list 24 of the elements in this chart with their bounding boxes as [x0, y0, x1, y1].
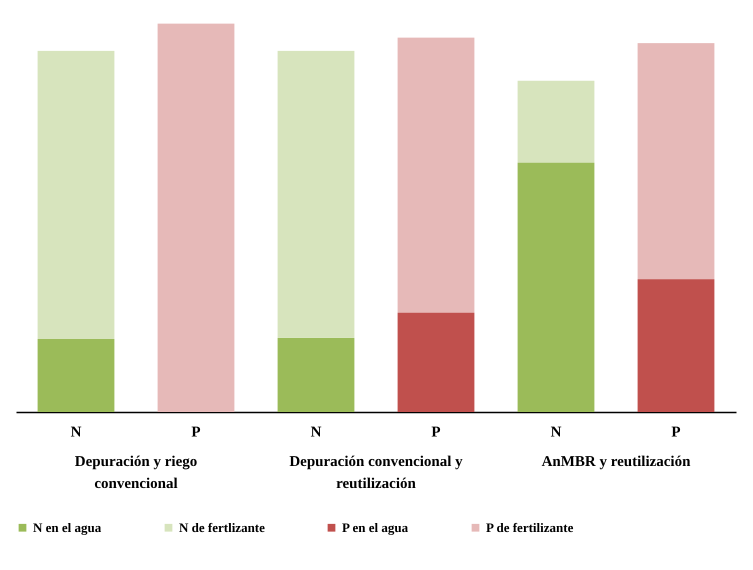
text: AnMBR y reutilización — [542, 454, 692, 470]
x-tick-label: N — [70, 424, 82, 440]
bar — [278, 50, 354, 338]
x-tick-label: N — [310, 424, 322, 440]
x-tick-label: P — [191, 424, 201, 440]
bar — [38, 338, 114, 412]
bar — [638, 43, 714, 280]
bar — [518, 80, 594, 163]
legend-label: N en el agua — [33, 520, 102, 535]
bar — [518, 162, 594, 412]
bar — [278, 338, 354, 412]
x-tick-label: P — [431, 424, 441, 440]
legend-label: N de fertlizante — [179, 520, 266, 535]
legend-label: P de fertilizante — [486, 520, 574, 535]
bar — [158, 24, 234, 412]
legend-label: P en el agua — [342, 520, 409, 535]
x-tick-label: N — [550, 424, 562, 440]
bar — [638, 279, 714, 412]
bar — [398, 312, 474, 412]
text: Depuración y riego convencional — [74, 454, 198, 492]
bar — [398, 38, 474, 313]
bar — [38, 50, 114, 339]
text: Depuración convencional y reutilización — [289, 454, 464, 492]
x-tick-label: P — [671, 424, 681, 440]
